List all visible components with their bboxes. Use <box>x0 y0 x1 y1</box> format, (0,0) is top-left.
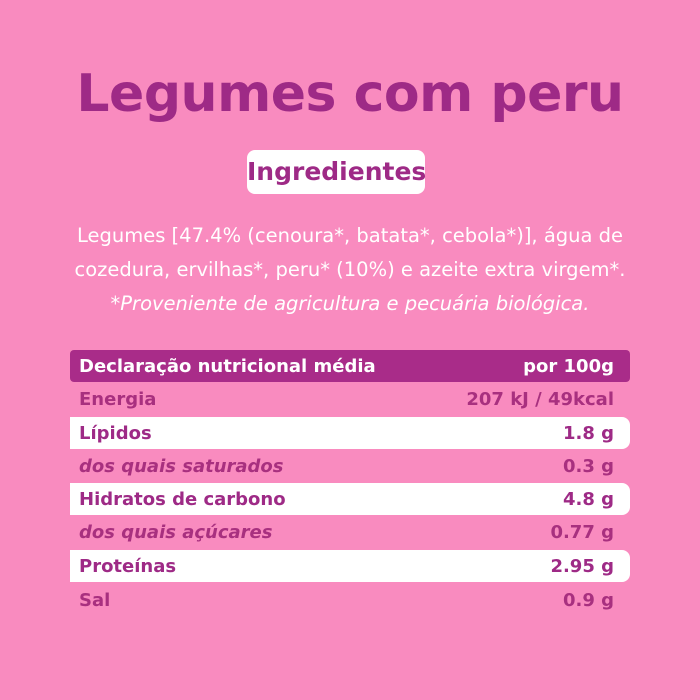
nutrition-row-lipidos: Lípidos 1.8 g <box>70 417 630 449</box>
nutrition-row-label: dos quais saturados <box>79 455 284 477</box>
nutrition-row-value: 0.3 g <box>562 455 614 477</box>
nutrition-row-hidratos: Hidratos de carbono 4.8 g <box>70 483 630 515</box>
nutrition-row-value: 207 kJ / 49kcal <box>466 388 614 410</box>
nutrition-row-value: 0.77 g <box>550 521 614 543</box>
ingredients-text: Legumes [47.4% (cenoura*, batata*, cebol… <box>40 219 660 321</box>
nutrition-row-label: Lípidos <box>79 422 152 444</box>
nutrition-row-label: Proteínas <box>79 555 177 577</box>
nutrition-row-proteinas: Proteínas 2.95 g <box>70 550 630 582</box>
nutrition-row-value: 0.9 g <box>562 589 614 611</box>
nutrition-row-label: dos quais açúcares <box>79 521 273 543</box>
nutrition-row-label: Energia <box>79 388 157 410</box>
nutrition-header-label: Declaração nutricional média <box>79 355 376 377</box>
nutrition-row-sal: Sal 0.9 g <box>70 584 630 616</box>
nutrition-row-value: 1.8 g <box>562 422 614 444</box>
nutrition-header-value: por 100g <box>523 355 614 377</box>
ingredients-line-2: cozedura, ervilhas*, peru* (10%) e azeit… <box>74 258 626 281</box>
nutrition-row-saturados: dos quais saturados 0.3 g <box>70 450 630 482</box>
ingredients-note: *Proveniente de agricultura e pecuária b… <box>110 292 590 315</box>
nutrition-row-value: 2.95 g <box>550 555 614 577</box>
nutrition-row-value: 4.8 g <box>562 488 614 510</box>
nutrition-row-energia: Energia 207 kJ / 49kcal <box>70 383 630 415</box>
page-title: Legumes com peru <box>76 64 624 124</box>
nutrition-row-acucares: dos quais açúcares 0.77 g <box>70 516 630 548</box>
nutrition-row-label: Sal <box>79 589 111 611</box>
nutrition-header: Declaração nutricional média por 100g <box>70 350 630 382</box>
nutrition-row-label: Hidratos de carbono <box>79 488 286 510</box>
ingredients-line-1: Legumes [47.4% (cenoura*, batata*, cebol… <box>76 224 624 247</box>
ingredients-label: Ingredientes <box>247 150 426 194</box>
